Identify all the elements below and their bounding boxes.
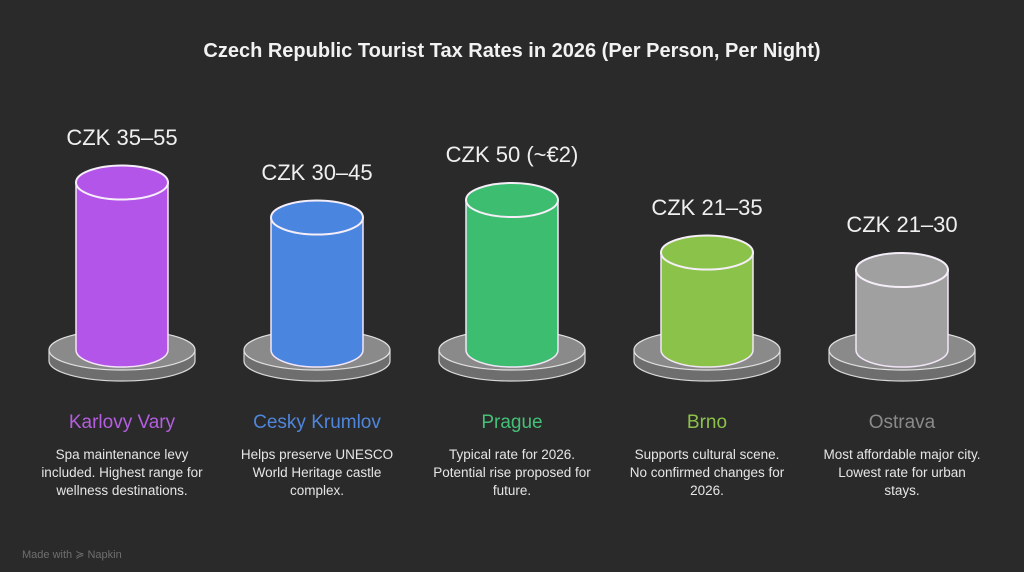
- value-label: CZK 50 (~€2): [445, 142, 579, 167]
- category-label: Ostrava: [868, 412, 936, 433]
- footer-credit: Made with ≽ Napkin: [22, 549, 122, 561]
- cylinder-bar-ostrava: [855, 269, 949, 368]
- value-label: CZK 21–35: [651, 194, 763, 220]
- category-label: Brno: [686, 412, 728, 433]
- cylinder-bar-karlovy-vary: [75, 181, 169, 368]
- cylinder-top: [75, 164, 169, 201]
- cylinder-bar-brno: [660, 251, 754, 368]
- cylinder-top: [660, 234, 754, 271]
- chart-title: Czech Republic Tourist Tax Rates in 2026…: [203, 40, 821, 62]
- cylinder-bar-prague: [465, 199, 559, 368]
- category-description: Helps preserve UNESCO World Heritage cas…: [240, 447, 394, 498]
- value-label: CZK 35–55: [66, 124, 178, 150]
- cylinder-top: [465, 182, 559, 218]
- category-description: Supports cultural scene. No confirmed ch…: [629, 447, 785, 498]
- category-label: Karlovy Vary: [68, 412, 176, 433]
- value-label: CZK 30–45: [261, 159, 373, 185]
- category-description: Typical rate for 2026. Potential rise pr…: [433, 447, 591, 498]
- category-description: Spa maintenance levy included. Highest r…: [41, 447, 203, 498]
- cylinder-top: [855, 252, 949, 288]
- category-label: Prague: [481, 412, 543, 433]
- cylinder-top: [270, 199, 364, 236]
- value-label: CZK 21–30: [846, 212, 958, 237]
- category-label: Cesky Krumlov: [253, 412, 381, 433]
- cylinder-bar-cesky-krumlov: [270, 216, 364, 368]
- category-description: Most affordable major city. Lowest rate …: [823, 447, 981, 498]
